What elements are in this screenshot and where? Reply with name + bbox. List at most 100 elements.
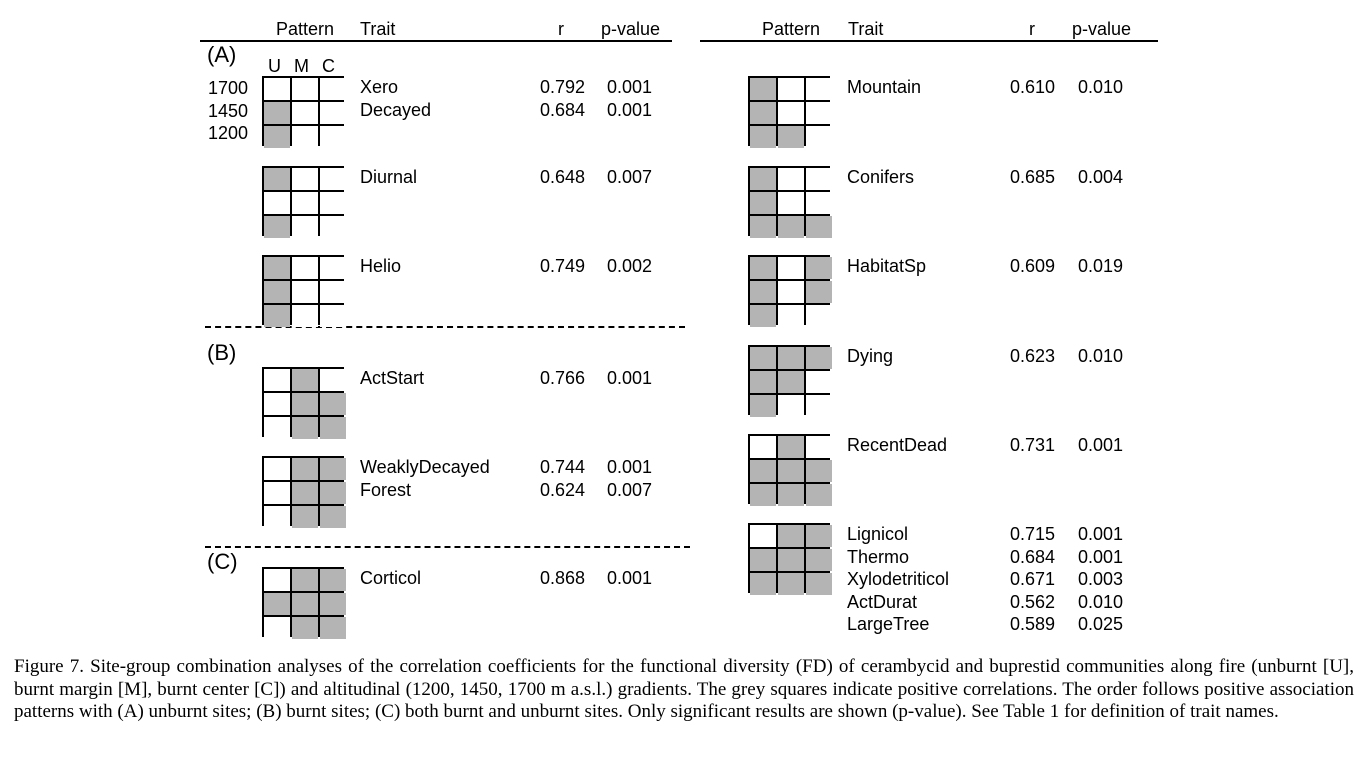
grid-cell-empty [806,371,832,393]
grid-cell-empty [264,192,290,214]
grid-cell-positive [750,484,776,506]
grid-cell-positive [264,126,290,148]
grid-cell-positive [806,257,832,279]
trait-name: Decayed [360,99,432,120]
grid-cell-positive [778,460,804,482]
grid-cell-positive [320,482,346,504]
r-value: 0.684 [540,99,586,120]
label-c: C [322,56,335,76]
grid-cell-positive [264,216,290,238]
trait-name: Xero [360,77,399,97]
grid-cell-positive [750,347,776,369]
grid-cell-empty [320,369,346,391]
grid-cell-positive [778,573,804,595]
grid-cell-empty [778,78,804,100]
r-value: 0.623 [1010,346,1056,366]
grid-cell-empty [292,126,318,148]
trait-name: Thermo [847,546,910,567]
label-m: M [294,56,309,76]
grid-cell-positive [264,257,290,279]
pattern-grid [262,76,346,148]
grid-cell-empty [264,617,290,639]
p-value: 0.001 [607,457,653,477]
grid-cell-positive [264,305,290,327]
grid-cell-positive [292,482,318,504]
p-value: 0.001 [607,99,653,120]
grid-cell-positive [292,617,318,639]
grid-cell-empty [778,257,804,279]
grid-cell-positive [320,417,346,439]
pattern-grid [748,345,832,417]
grid-cell-positive [292,417,318,439]
grid-cell-positive [750,281,776,303]
trait-name: Forest [360,479,412,500]
r-value: 0.648 [540,167,586,187]
grid-cell-positive [778,126,804,148]
r-value: 0.749 [540,256,586,276]
grid-cell-positive [292,369,318,391]
grid-cell-positive [778,525,804,547]
pattern-grid [748,76,832,148]
p-value: 0.010 [1078,77,1124,97]
grid-cell-empty [320,281,346,303]
grid-cell-positive [320,393,346,415]
grid-cell-positive [750,573,776,595]
grid-cell-empty [292,102,318,124]
grid-cell-empty [806,395,832,417]
header-pattern-right: Pattern [762,19,821,39]
pattern-grid [262,567,346,639]
grid-cell-empty [264,78,290,100]
grid-cell-empty [750,525,776,547]
header-rule-right [700,40,1158,42]
trait-name: Helio [360,256,402,276]
grid-cell-positive [750,102,776,124]
header-p-right: p-value [1072,19,1132,39]
grid-cell-empty [806,78,832,100]
p-value: 0.007 [607,479,653,500]
grid-cell-empty [806,305,832,327]
p-value: 0.001 [607,568,653,588]
header-trait-right: Trait [848,19,884,39]
trait-name: LargeTree [847,614,930,634]
grid-cell-positive [778,436,804,458]
pattern-grid [748,166,832,238]
grid-cell-positive [806,460,832,482]
header-trait-left: Trait [360,19,396,39]
grid-cell-empty [320,216,346,238]
grid-cell-empty [778,168,804,190]
section-a-label: (A) [207,42,237,67]
p-value: 0.001 [1078,546,1124,567]
grid-cell-positive [806,549,832,571]
r-value: 0.868 [540,568,586,588]
separator-a-b [205,326,685,328]
grid-cell-positive [778,347,804,369]
trait-name: Mountain [847,77,922,97]
grid-cell-empty [778,395,804,417]
trait-name: Dying [847,346,894,366]
r-value: 0.792 [540,77,586,97]
p-value: 0.001 [1078,435,1124,455]
grid-cell-empty [292,305,318,327]
grid-cell-positive [750,460,776,482]
p-value: 0.019 [1078,256,1124,276]
grid-cell-positive [292,506,318,528]
trait-name: Lignicol [847,524,909,544]
grid-cell-empty [264,369,290,391]
grid-cell-positive [750,305,776,327]
separator-b-c [205,546,690,548]
grid-cell-empty [264,417,290,439]
header-p-left: p-value [601,19,661,39]
grid-cell-positive [750,78,776,100]
grid-cell-empty [778,192,804,214]
grid-cell-empty [292,257,318,279]
p-value: 0.001 [607,77,653,97]
grid-cell-empty [264,482,290,504]
r-value: 0.685 [1010,167,1056,187]
r-value: 0.562 [1010,591,1056,612]
grid-cell-empty [320,257,346,279]
grid-cell-empty [264,569,290,591]
p-value: 0.010 [1078,591,1124,612]
grid-cell-positive [264,281,290,303]
grid-cell-empty [320,102,346,124]
trait-name: Diurnal [360,167,418,187]
